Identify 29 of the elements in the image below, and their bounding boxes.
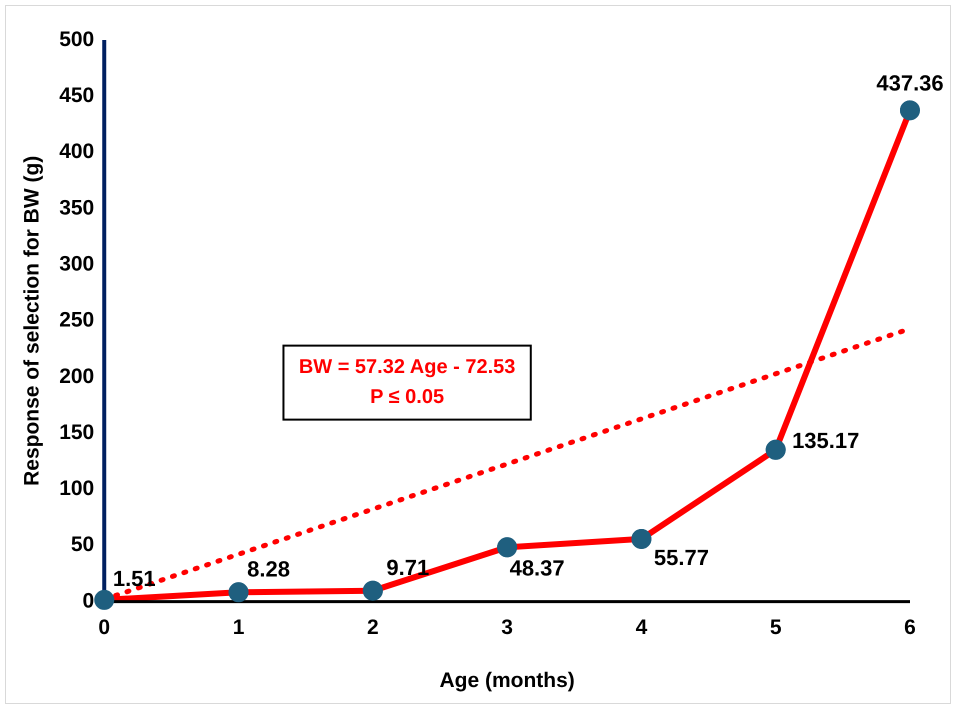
y-tick-label: 350 [59, 196, 94, 220]
x-axis-title: Age (months) [439, 669, 575, 692]
y-tick-label: 0 [82, 589, 94, 612]
annotation: BW = 57.32 Age - 72.53 [298, 356, 516, 378]
y-tick-label: 400 [59, 140, 94, 164]
annotation: P ≤ 0.05 [370, 386, 444, 408]
x-tick-label: 4 [636, 616, 648, 639]
y-tick-label: 500 [59, 28, 94, 51]
data-label: 9.71 [386, 554, 430, 580]
data-label: 1.51 [112, 566, 156, 591]
y-tick-label: 450 [59, 84, 94, 107]
x-tick-label: 3 [501, 616, 513, 639]
y-tick-label: 150 [59, 420, 94, 444]
data-label: 437.36 [876, 70, 944, 96]
data-label: 135.17 [792, 428, 860, 453]
data-label: 8.28 [247, 556, 290, 582]
x-tick-label: 2 [366, 616, 379, 639]
y-tick-label: 100 [59, 477, 94, 500]
x-tick-label: 0 [98, 616, 110, 639]
y-axis-title: Response of selection for BW (g) [20, 156, 44, 486]
y-tick-label: 50 [70, 533, 94, 556]
x-tick-label: 5 [770, 616, 782, 639]
y-tick-label: 300 [59, 252, 94, 276]
x-tick-label: 1 [232, 616, 245, 639]
y-tick-label: 250 [59, 308, 94, 332]
y-tick-label: 200 [59, 364, 94, 388]
data-label: 55.77 [654, 545, 709, 570]
x-tick-label: 6 [904, 616, 916, 639]
data-label: 48.37 [510, 555, 565, 580]
